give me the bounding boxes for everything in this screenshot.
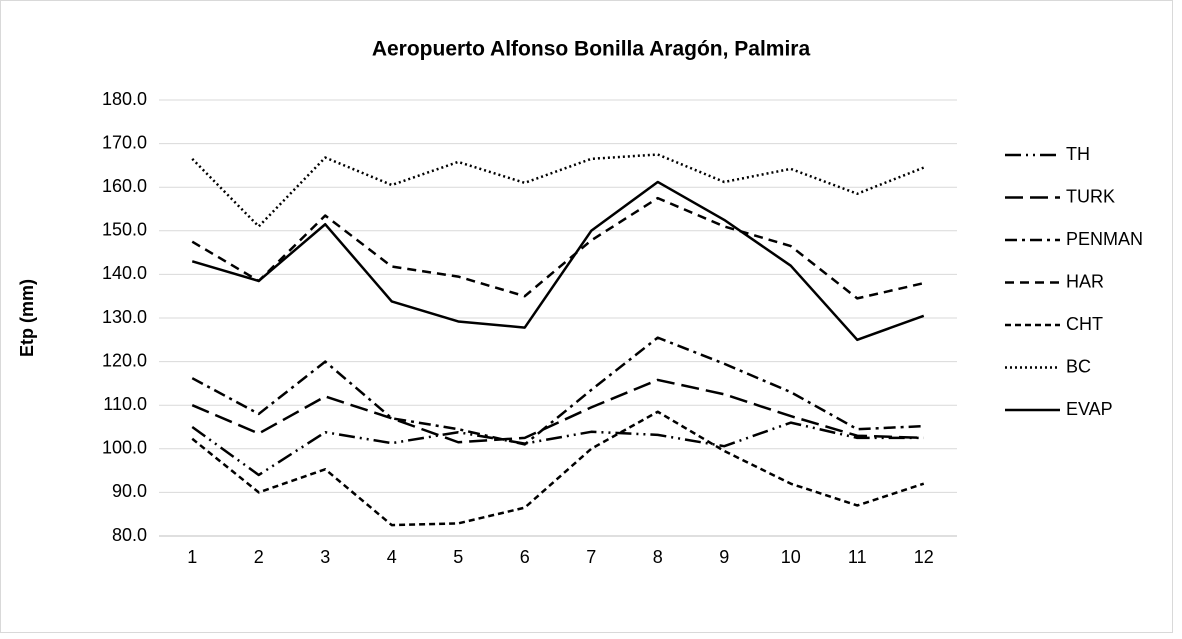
series-line — [191, 153, 925, 228]
x-tick-label: 3 — [320, 547, 330, 567]
x-tick-label: 6 — [520, 547, 530, 567]
y-tick-label: 180.0 — [102, 89, 147, 109]
series-line — [191, 410, 925, 527]
legend-label: BC — [1066, 356, 1091, 376]
y-axis-label: Etp (mm) — [17, 279, 37, 357]
series-line — [191, 378, 924, 444]
legend-label: EVAP — [1066, 399, 1113, 419]
x-tick-label: 5 — [453, 547, 463, 567]
y-tick-label: 80.0 — [112, 525, 147, 545]
y-tick-label: 90.0 — [112, 481, 147, 501]
y-tick-label: 100.0 — [102, 438, 147, 458]
y-tick-label: 150.0 — [102, 220, 147, 240]
y-tick-label: 170.0 — [102, 132, 147, 152]
x-tick-label: 10 — [781, 547, 801, 567]
x-tick-label: 8 — [653, 547, 663, 567]
y-tick-label: 160.0 — [102, 176, 147, 196]
x-tick-label: 12 — [914, 547, 934, 567]
y-tick-label: 110.0 — [103, 394, 147, 414]
series-line — [191, 196, 925, 300]
chart-title: Aeropuerto Alfonso Bonilla Aragón, Palmi… — [372, 38, 811, 61]
series-line — [191, 336, 924, 446]
x-tick-label: 4 — [387, 547, 397, 567]
y-tick-label: 120.0 — [102, 350, 147, 370]
legend-label: CHT — [1066, 314, 1103, 334]
series-line — [191, 421, 924, 477]
y-tick-label: 140.0 — [102, 263, 147, 283]
series-line — [191, 180, 925, 342]
y-tick-label: 130.0 — [102, 307, 147, 327]
x-tick-label: 9 — [719, 547, 729, 567]
legend-label: TH — [1066, 144, 1090, 164]
legend-label: HAR — [1066, 271, 1104, 291]
x-tick-label: 7 — [586, 547, 596, 567]
x-tick-label: 2 — [254, 547, 264, 567]
x-tick-label: 11 — [848, 547, 867, 567]
legend-label: PENMAN — [1066, 229, 1143, 249]
x-tick-label: 1 — [187, 547, 197, 567]
legend-label: TURK — [1066, 186, 1115, 206]
